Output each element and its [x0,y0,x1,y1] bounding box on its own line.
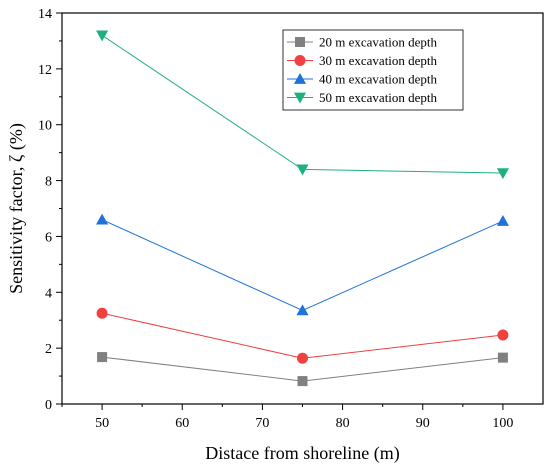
data-point [497,352,508,363]
legend-box [282,29,464,111]
legend-marker [295,37,305,47]
plot-area [96,30,509,387]
data-point [296,164,309,176]
series-2 [96,307,509,364]
series-3 [96,213,509,316]
axes: 50 60 70 80 90 100 0 2 4 6 8 10 12 14 [38,7,544,431]
data-point [496,215,509,226]
legend-label: 30 m excavation depth [319,53,438,68]
series-1 [97,352,508,387]
x-axis-title: Distace from shoreline (m) [205,443,399,464]
y-tick-label: 14 [38,7,52,22]
x-tick-label: 60 [175,416,189,431]
y-tick-label: 6 [45,230,52,245]
legend-marker [293,92,307,104]
x-tick-label: 90 [416,416,430,431]
x-tick-label: 50 [95,416,109,431]
data-point [296,304,309,316]
y-tick-label: 10 [38,119,52,134]
legend-marker [293,72,307,84]
data-point [97,352,108,363]
x-tick-label: 70 [255,416,269,431]
x-tick-label: 80 [336,416,350,431]
legend-label: 40 m excavation depth [319,72,438,87]
y-tick-label: 8 [45,175,52,190]
data-point [297,376,308,387]
y-tick-label: 0 [45,398,52,413]
data-point [496,168,509,180]
y-axis-title: Sensitivity factor, ζ (%) [6,123,27,294]
y-tick-label: 4 [45,286,52,301]
y-tick-label: 2 [45,342,52,357]
series-line [101,312,503,359]
y-tick-label: 12 [38,63,52,78]
legend: 20 m excavation depth 30 m excavation dep… [282,29,464,111]
data-point [96,30,109,42]
data-point [96,213,109,225]
series-4 [96,30,509,180]
series-line [101,219,504,311]
legend-label: 20 m excavation depth [319,35,438,50]
legend-label: 50 m excavation depth [319,90,438,105]
data-point [497,329,509,341]
legend-marker [294,55,306,66]
data-point [96,307,108,319]
data-point [297,352,308,364]
x-tick-label: 100 [492,416,513,431]
